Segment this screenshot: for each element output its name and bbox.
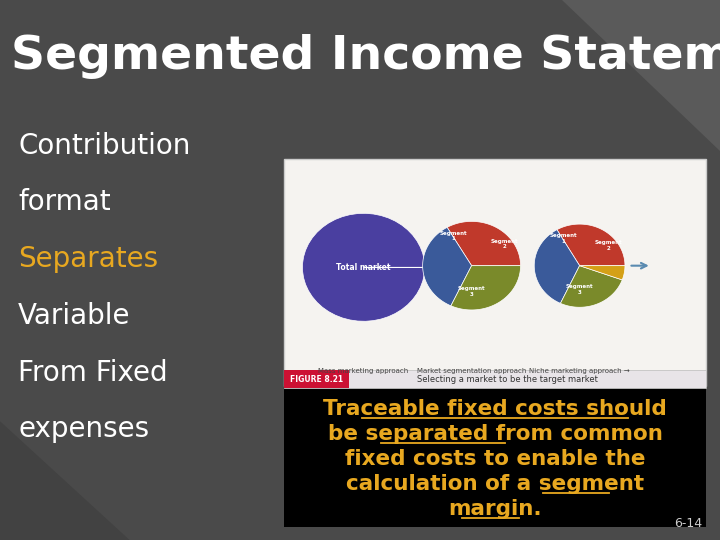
Text: be separated from common: be separated from common <box>328 424 662 444</box>
Polygon shape <box>451 266 521 310</box>
Text: Traceable fixed costs should: Traceable fixed costs should <box>323 399 667 419</box>
Text: Segmented Income Statement: Segmented Income Statement <box>11 34 720 79</box>
Text: Niche marketing approach →: Niche marketing approach → <box>529 368 630 374</box>
Text: Total market: Total market <box>336 263 391 272</box>
Text: Segment
2: Segment 2 <box>490 239 518 249</box>
Polygon shape <box>0 421 130 540</box>
Text: 6-14: 6-14 <box>674 517 702 530</box>
Text: calculation of a segment: calculation of a segment <box>346 474 644 494</box>
Polygon shape <box>557 224 625 266</box>
Text: Segment
3: Segment 3 <box>566 284 593 295</box>
Text: format: format <box>18 188 111 217</box>
Text: margin.: margin. <box>448 499 542 519</box>
Text: Contribution: Contribution <box>18 132 190 160</box>
Text: Separates: Separates <box>18 245 158 273</box>
Text: Segment
1: Segment 1 <box>440 231 467 241</box>
Polygon shape <box>534 230 580 303</box>
Text: Mass marketing approach: Mass marketing approach <box>318 368 409 374</box>
Polygon shape <box>447 221 521 266</box>
FancyBboxPatch shape <box>284 370 349 388</box>
Polygon shape <box>580 266 625 280</box>
Text: fixed costs to enable the: fixed costs to enable the <box>345 449 645 469</box>
FancyBboxPatch shape <box>284 159 706 386</box>
Text: Market segmentation approach: Market segmentation approach <box>417 368 526 374</box>
FancyBboxPatch shape <box>284 370 706 388</box>
Polygon shape <box>302 213 425 321</box>
Text: Variable: Variable <box>18 302 130 330</box>
Text: expenses: expenses <box>18 415 149 443</box>
Text: Segment
2: Segment 2 <box>595 240 622 251</box>
Text: Segment
3: Segment 3 <box>458 286 485 297</box>
Text: FIGURE 8.21: FIGURE 8.21 <box>290 375 343 383</box>
FancyBboxPatch shape <box>284 389 706 526</box>
Text: Selecting a market to be the target market: Selecting a market to be the target mark… <box>417 375 598 383</box>
Polygon shape <box>560 266 622 307</box>
Text: Segment
1: Segment 1 <box>550 233 577 244</box>
Polygon shape <box>423 227 472 306</box>
Polygon shape <box>562 0 720 151</box>
Text: From Fixed: From Fixed <box>18 359 168 387</box>
